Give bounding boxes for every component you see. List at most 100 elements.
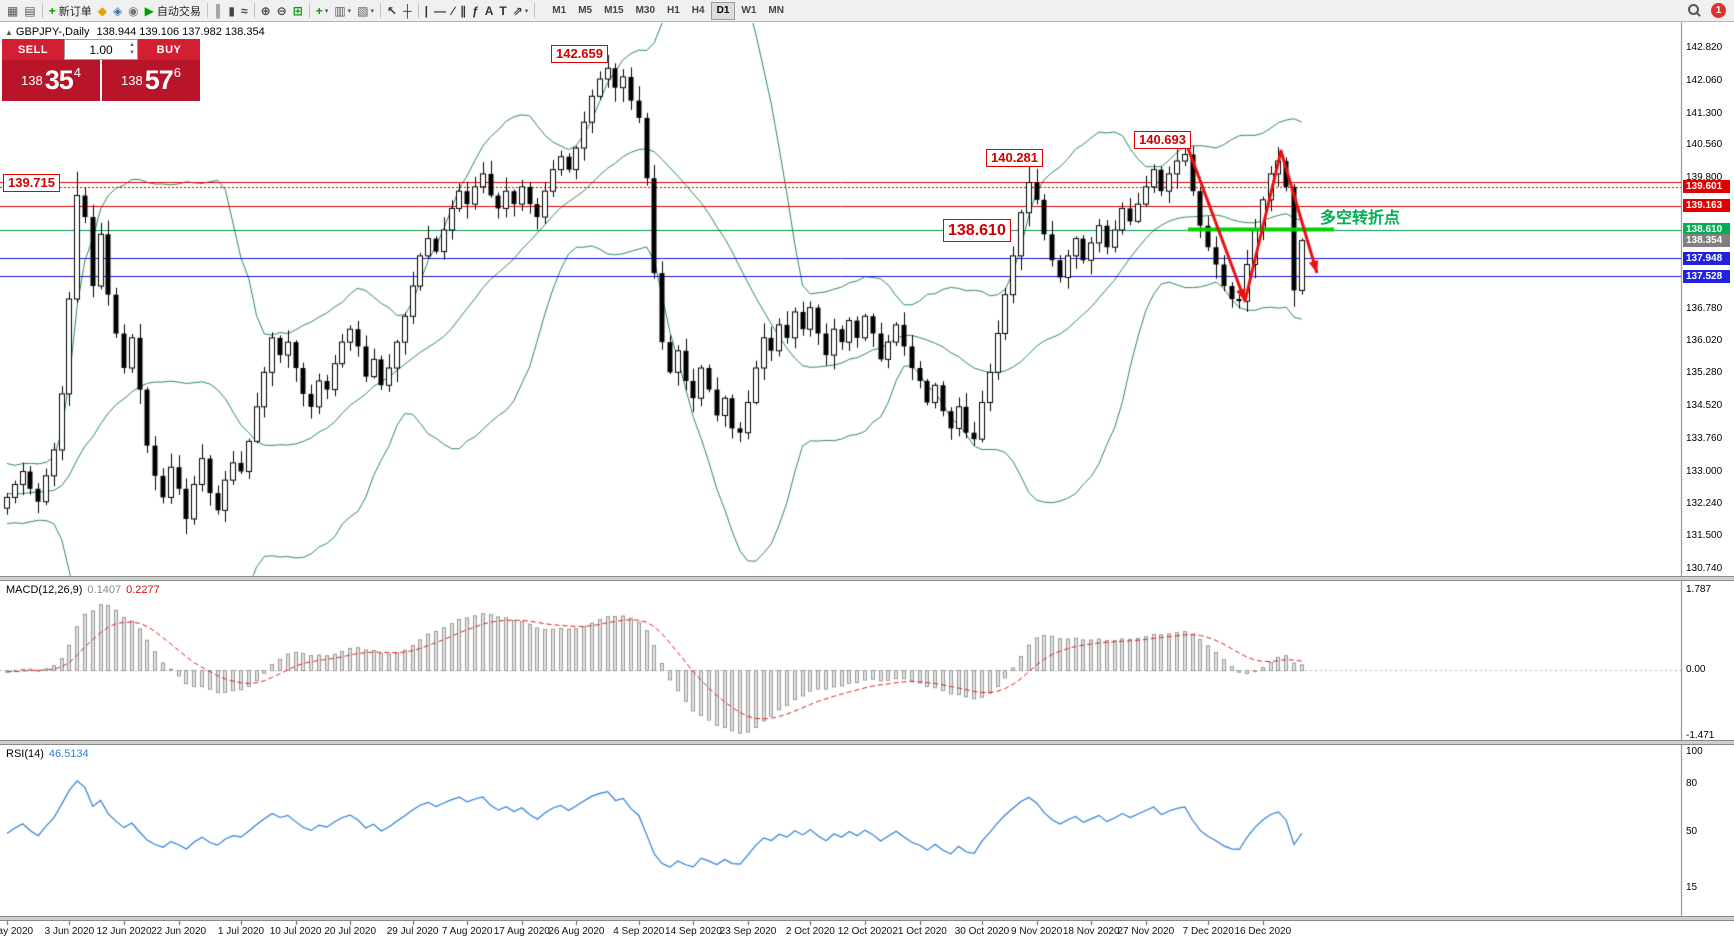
rsi-axis-label: 50 (1686, 826, 1698, 837)
data-window-icon[interactable]: ◈ (112, 3, 123, 18)
macd-axis-label: -1.471 (1686, 730, 1715, 741)
price-axis-marker: 138.354 (1683, 234, 1730, 248)
date-axis-label: 27 Nov 2020 (1117, 926, 1175, 937)
volume-input[interactable]: 1.00 ▲ ▼ (64, 39, 138, 60)
date-axis-label: 17 Aug 2020 (493, 926, 550, 937)
periods-icon[interactable]: ▥ ▾ (334, 3, 352, 18)
macd-axis-label: 1.787 (1686, 584, 1712, 595)
tile-windows-icon[interactable]: ⊞ (292, 3, 303, 18)
timeframe-d1[interactable]: D1 (710, 1, 736, 20)
date-axis-label: 7 Dec 2020 (1182, 926, 1234, 937)
price-axis-label: 140.560 (1686, 139, 1723, 151)
timeframe-h4[interactable]: H4 (691, 4, 705, 16)
buy-price[interactable]: 138 57 6 (102, 60, 200, 101)
date-axis-label: 16 Dec 2020 (1234, 926, 1292, 937)
price-axis-label: 142.820 (1686, 42, 1723, 53)
cursor-icon[interactable]: ↖ (387, 3, 398, 18)
date-axis-label: 30 Oct 2020 (954, 926, 1010, 937)
price-axis-label: 142.060 (1686, 74, 1723, 86)
panel-splitter-macd[interactable] (0, 576, 1734, 581)
symbol-title: ▲ GBPJPY-,Daily 138.944 139.106 137.982 13… (5, 26, 265, 38)
price-axis-label: 136.020 (1686, 335, 1723, 347)
chart-annotation-text[interactable]: 多空转折点 (1320, 210, 1401, 227)
toolbar-separator (380, 3, 382, 18)
buy-price-base: 138 (121, 73, 143, 88)
indicators-icon[interactable]: + ▾ (315, 3, 329, 18)
macd-axis-label: 0.00 (1686, 664, 1706, 676)
macd-label: MACD(12,26,9) 0.1407 0.2277 (6, 584, 160, 596)
search-icon[interactable] (1687, 3, 1702, 18)
text-icon[interactable]: A (484, 3, 494, 18)
auto-trading-button[interactable]: ▶ 自动交易 (144, 3, 201, 18)
rsi-axis-label: 100 (1686, 746, 1703, 757)
arrows-icon[interactable]: ⇗ ▾ (512, 3, 529, 18)
bar-chart-icon[interactable]: ║ (213, 3, 223, 18)
date-axis-label: 3 Jun 2020 (44, 926, 95, 937)
price-axis-label: 134.520 (1686, 399, 1723, 411)
date-axis-label: 22 Jun 2020 (151, 926, 207, 937)
price-label-box[interactable]: 142.659 (551, 45, 608, 63)
date-axis-label: 4 Sep 2020 (613, 926, 665, 937)
date-axis-label: 2 Oct 2020 (785, 926, 835, 937)
zoom-out-icon[interactable]: ⊖ (276, 3, 287, 18)
sell-button[interactable]: SELL (2, 39, 64, 60)
toolbar-icons: ▦ ▤ + 新订单 ◆ ◈ ◉ ▶ 自动交易 ║ ▮ ≈ ⊕ ⊖ ⊞ + ▾ ▥ ▾ ▧ ▾ ↖ ┼ | ― ∕ ∥ ƒ A T ⇗ ▾ (4, 2, 538, 20)
toolbar-separator (534, 3, 536, 18)
vertical-line-icon[interactable]: | (424, 3, 428, 18)
crosshair-icon[interactable]: ┼ (403, 3, 412, 18)
timeframe-m5[interactable]: M5 (578, 4, 593, 16)
market-watch-icon[interactable]: ◆ (97, 3, 107, 18)
symbol-name: GBPJPY-,Daily (15, 26, 90, 38)
sell-price-big: 35 (44, 65, 74, 95)
volume-spinner[interactable]: ▲ ▼ (129, 42, 135, 56)
horizontal-line-icon[interactable]: ― (433, 3, 446, 18)
timeframe-m30[interactable]: M30 (635, 4, 655, 16)
date-axis-label: 14 Sep 2020 (665, 926, 722, 937)
sell-price-base: 138 (21, 73, 43, 88)
toolbar-separator (41, 3, 43, 18)
sell-price[interactable]: 138 35 4 (2, 60, 100, 101)
price-label-box[interactable]: 140.281 (986, 149, 1043, 167)
chart-menu-icon[interactable]: ▲ (5, 28, 13, 37)
trendline-icon[interactable]: ∕ (451, 3, 454, 18)
zoom-in-icon[interactable]: ⊕ (260, 3, 271, 18)
date-axis-label: 7 Aug 2020 (441, 926, 493, 937)
fibonacci-icon[interactable]: ƒ (472, 3, 479, 18)
date-axis-label: 5 May 2020 (0, 926, 34, 937)
date-axis-label: 29 Jul 2020 (386, 926, 439, 937)
toolbar: ▦ ▤ + 新订单 ◆ ◈ ◉ ▶ 自动交易 ║ ▮ ≈ ⊕ ⊖ ⊞ + ▾ ▥ ▾ ▧ ▾ ↖ ┼ | ― ∕ ∥ ƒ A T ⇗ ▾ M1… (0, 0, 1734, 22)
rsi-axis-label: 15 (1686, 882, 1698, 893)
new-order-button[interactable]: + 新订单 (48, 3, 92, 18)
toolbar-separator (206, 3, 208, 18)
price-axis-marker: 138.610 (1683, 223, 1730, 237)
timeframe-h1[interactable]: H1 (667, 4, 680, 16)
date-axis-label: 20 Jul 2020 (324, 926, 377, 937)
label-icon[interactable]: T (499, 3, 507, 18)
line-chart-icon[interactable]: ≈ (241, 3, 248, 18)
chart-profiles-icon[interactable]: ▤ (24, 3, 36, 18)
buy-button[interactable]: BUY (138, 39, 200, 60)
notification-badge[interactable]: 1 (1711, 3, 1726, 18)
channel-icon[interactable]: ∥ (460, 3, 466, 18)
buy-price-big: 57 (144, 65, 174, 95)
candlestick-chart-icon[interactable]: ▮ (228, 3, 236, 18)
timeframe-m15[interactable]: M15 (604, 4, 624, 16)
panel-splitter-dates[interactable] (0, 916, 1734, 921)
price-label-box[interactable]: 138.610 (943, 219, 1011, 242)
toolbar-right: 1 (1687, 3, 1730, 18)
toolbar-separator (308, 3, 310, 18)
templates-icon[interactable]: ▧ ▾ (357, 3, 375, 18)
panel-splitter-rsi[interactable] (0, 740, 1734, 745)
terminal-icon[interactable]: ◉ (128, 3, 139, 18)
timeframe-m1[interactable]: M1 (552, 4, 567, 16)
price-label-box[interactable]: 140.693 (1134, 131, 1191, 149)
timeframe-mn[interactable]: MN (768, 4, 784, 16)
price-label-box[interactable]: 139.715 (3, 174, 60, 192)
price-axis-label: 130.740 (1686, 563, 1723, 574)
new-chart-icon[interactable]: ▦ (7, 3, 19, 18)
toolbar-separator (253, 3, 255, 18)
date-axis-label: 21 Oct 2020 (892, 926, 947, 937)
timeframe-w1[interactable]: W1 (741, 4, 757, 16)
